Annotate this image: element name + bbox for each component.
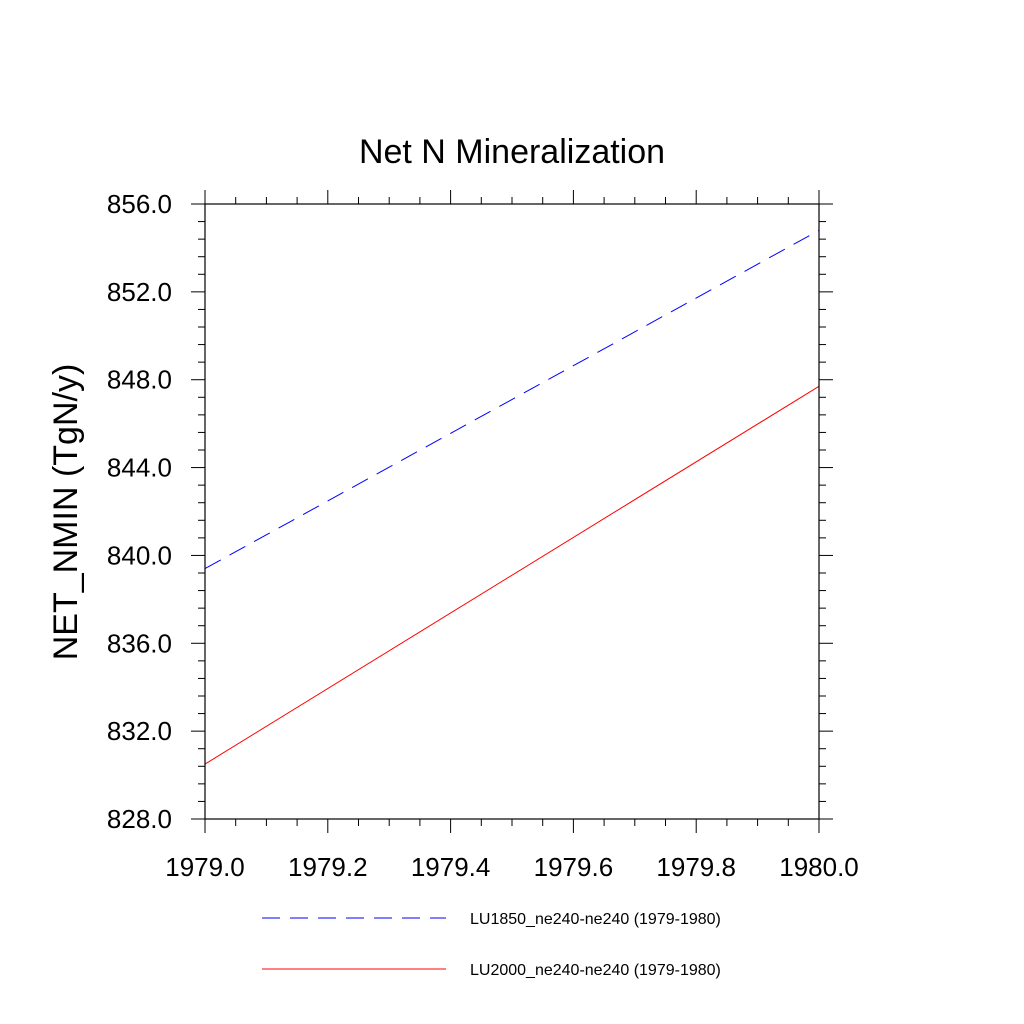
- x-tick-label: 1979.2: [288, 852, 368, 882]
- y-tick-labels: 828.0 832.0 836.0 840.0 844.0 848.0 852.0 856.0: [107, 189, 172, 834]
- series-line-1: [204, 229, 820, 570]
- legend: LU1850_ne240-ne240 (1979-1980) LU2000_ne2…: [262, 911, 721, 979]
- x-tick-labels: 1979.0 1979.2 1979.4 1979.6 1979.8 1980.0: [165, 852, 859, 882]
- legend-label-2: LU2000_ne240-ne240 (1979-1980): [470, 962, 721, 979]
- chart-title: Net N Mineralization: [359, 133, 665, 171]
- legend-label-1: LU1850_ne240-ne240 (1979-1980): [470, 911, 721, 928]
- x-tick-label: 1980.0: [779, 852, 859, 882]
- y-tick-label: 828.0: [107, 804, 172, 834]
- y-tick-label: 844.0: [107, 453, 172, 483]
- series-lines: [204, 229, 820, 765]
- y-tick-label: 840.0: [107, 540, 172, 570]
- y-tick-label: 848.0: [107, 365, 172, 395]
- y-tick-label: 832.0: [107, 716, 172, 746]
- y-tick-label: 836.0: [107, 628, 172, 658]
- series-line-2: [204, 385, 820, 765]
- x-tick-label: 1979.4: [411, 852, 491, 882]
- x-tick-label: 1979.0: [165, 852, 245, 882]
- y-axis-label: NET_NMIN (TgN/y): [47, 364, 85, 661]
- x-tick-label: 1979.8: [656, 852, 736, 882]
- plot-frame: [204, 203, 820, 820]
- y-tick-label: 852.0: [107, 277, 172, 307]
- x-tick-label: 1979.6: [534, 852, 614, 882]
- minor-ticks: [198, 197, 826, 826]
- major-ticks: [191, 190, 833, 833]
- y-tick-label: 856.0: [107, 189, 172, 219]
